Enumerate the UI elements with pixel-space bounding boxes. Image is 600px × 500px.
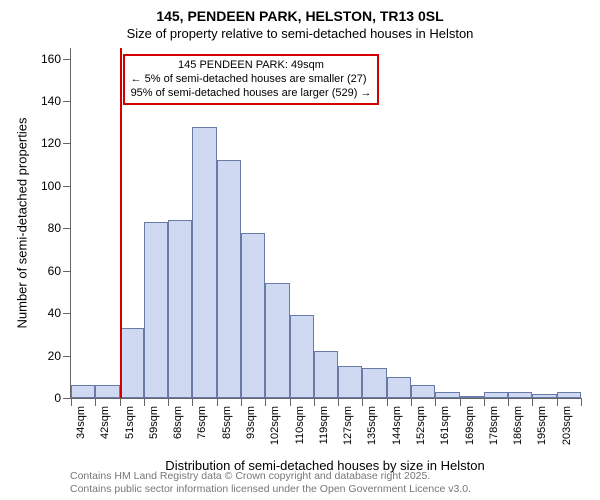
histogram-bar [120, 328, 144, 398]
x-tick [71, 398, 72, 406]
x-tick-label: 186sqm [512, 406, 524, 445]
x-tick [484, 398, 485, 406]
histogram-bar [192, 127, 216, 399]
x-tick [265, 398, 266, 406]
histogram-bar [508, 392, 532, 398]
y-tick-label: 160 [41, 52, 71, 66]
x-tick-label: 135sqm [366, 406, 378, 445]
annotation-box: 145 PENDEEN PARK: 49sqm← 5% of semi-deta… [123, 54, 380, 105]
histogram-bar [484, 392, 508, 398]
histogram-bar [168, 220, 192, 398]
attribution-line-1: Contains HM Land Registry data © Crown c… [70, 470, 471, 483]
x-tick-label: 144sqm [391, 406, 403, 445]
x-tick-label: 110sqm [294, 406, 306, 444]
x-tick [290, 398, 291, 406]
histogram-bar [435, 392, 459, 398]
annotation-larger: 95% of semi-detached houses are larger (… [131, 87, 372, 101]
attribution-text: Contains HM Land Registry data © Crown c… [70, 470, 471, 496]
histogram-bar [532, 394, 556, 398]
y-tick-label: 100 [41, 179, 71, 193]
x-tick-label: 42sqm [99, 406, 111, 439]
x-tick [508, 398, 509, 406]
histogram-bar [557, 392, 581, 398]
x-tick [362, 398, 363, 406]
histogram-bar [71, 385, 95, 398]
x-tick-label: 76sqm [196, 406, 208, 439]
x-tick-label: 85sqm [221, 406, 233, 439]
x-tick [314, 398, 315, 406]
x-tick-label: 59sqm [148, 406, 160, 439]
y-tick-label: 40 [48, 306, 71, 320]
x-tick [435, 398, 436, 406]
histogram-bar [95, 385, 119, 398]
x-tick [192, 398, 193, 406]
y-tick-label: 0 [54, 391, 71, 405]
x-tick [532, 398, 533, 406]
x-tick-label: 169sqm [464, 406, 476, 445]
x-tick-label: 68sqm [172, 406, 184, 439]
y-tick-label: 140 [41, 94, 71, 108]
histogram-bar [144, 222, 168, 398]
x-tick [120, 398, 121, 406]
x-tick-label: 93sqm [245, 406, 257, 439]
y-tick-label: 120 [41, 136, 71, 150]
histogram-bar [265, 283, 289, 398]
x-tick-label: 34sqm [75, 406, 87, 439]
x-tick-label: 195sqm [536, 406, 548, 445]
x-tick-label: 119sqm [318, 406, 330, 444]
histogram-bar [338, 366, 362, 398]
reference-line [120, 48, 122, 398]
y-tick-label: 20 [48, 349, 71, 363]
x-tick [411, 398, 412, 406]
histogram-bar [411, 385, 435, 398]
histogram-bar [460, 396, 484, 398]
y-tick-label: 80 [48, 221, 71, 235]
annotation-title: 145 PENDEEN PARK: 49sqm [131, 59, 372, 73]
x-tick-label: 203sqm [561, 406, 573, 445]
histogram-bar [217, 160, 241, 398]
x-tick-label: 161sqm [439, 406, 451, 445]
histogram-bar [314, 351, 338, 398]
attribution-line-2: Contains public sector information licen… [70, 483, 471, 496]
histogram-bar [241, 233, 265, 398]
histogram-bar [290, 315, 314, 398]
y-tick-label: 60 [48, 264, 71, 278]
chart-area: 0 20 40 60 80 100 120 140 160 34sqm 42sqm 51sqm 59sq… [0, 0, 600, 500]
x-tick [460, 398, 461, 406]
x-tick [387, 398, 388, 406]
histogram-bar [362, 368, 386, 398]
x-tick-label: 102sqm [269, 406, 281, 445]
x-tick-label: 178sqm [488, 406, 500, 445]
x-tick [241, 398, 242, 406]
x-tick-label: 152sqm [415, 406, 427, 445]
x-tick [168, 398, 169, 406]
x-tick [144, 398, 145, 406]
x-tick [581, 398, 582, 406]
annotation-smaller: ← 5% of semi-detached houses are smaller… [131, 73, 372, 87]
x-tick [95, 398, 96, 406]
y-axis-title: Number of semi-detached properties [15, 118, 30, 329]
x-tick [338, 398, 339, 406]
x-tick-label: 51sqm [124, 406, 136, 439]
plot-area: 02040608010012014016034sqm42sqm51sqm59sq… [70, 48, 581, 399]
histogram-bar [387, 377, 411, 398]
x-tick-label: 127sqm [342, 406, 354, 445]
x-tick [217, 398, 218, 406]
x-tick [557, 398, 558, 406]
